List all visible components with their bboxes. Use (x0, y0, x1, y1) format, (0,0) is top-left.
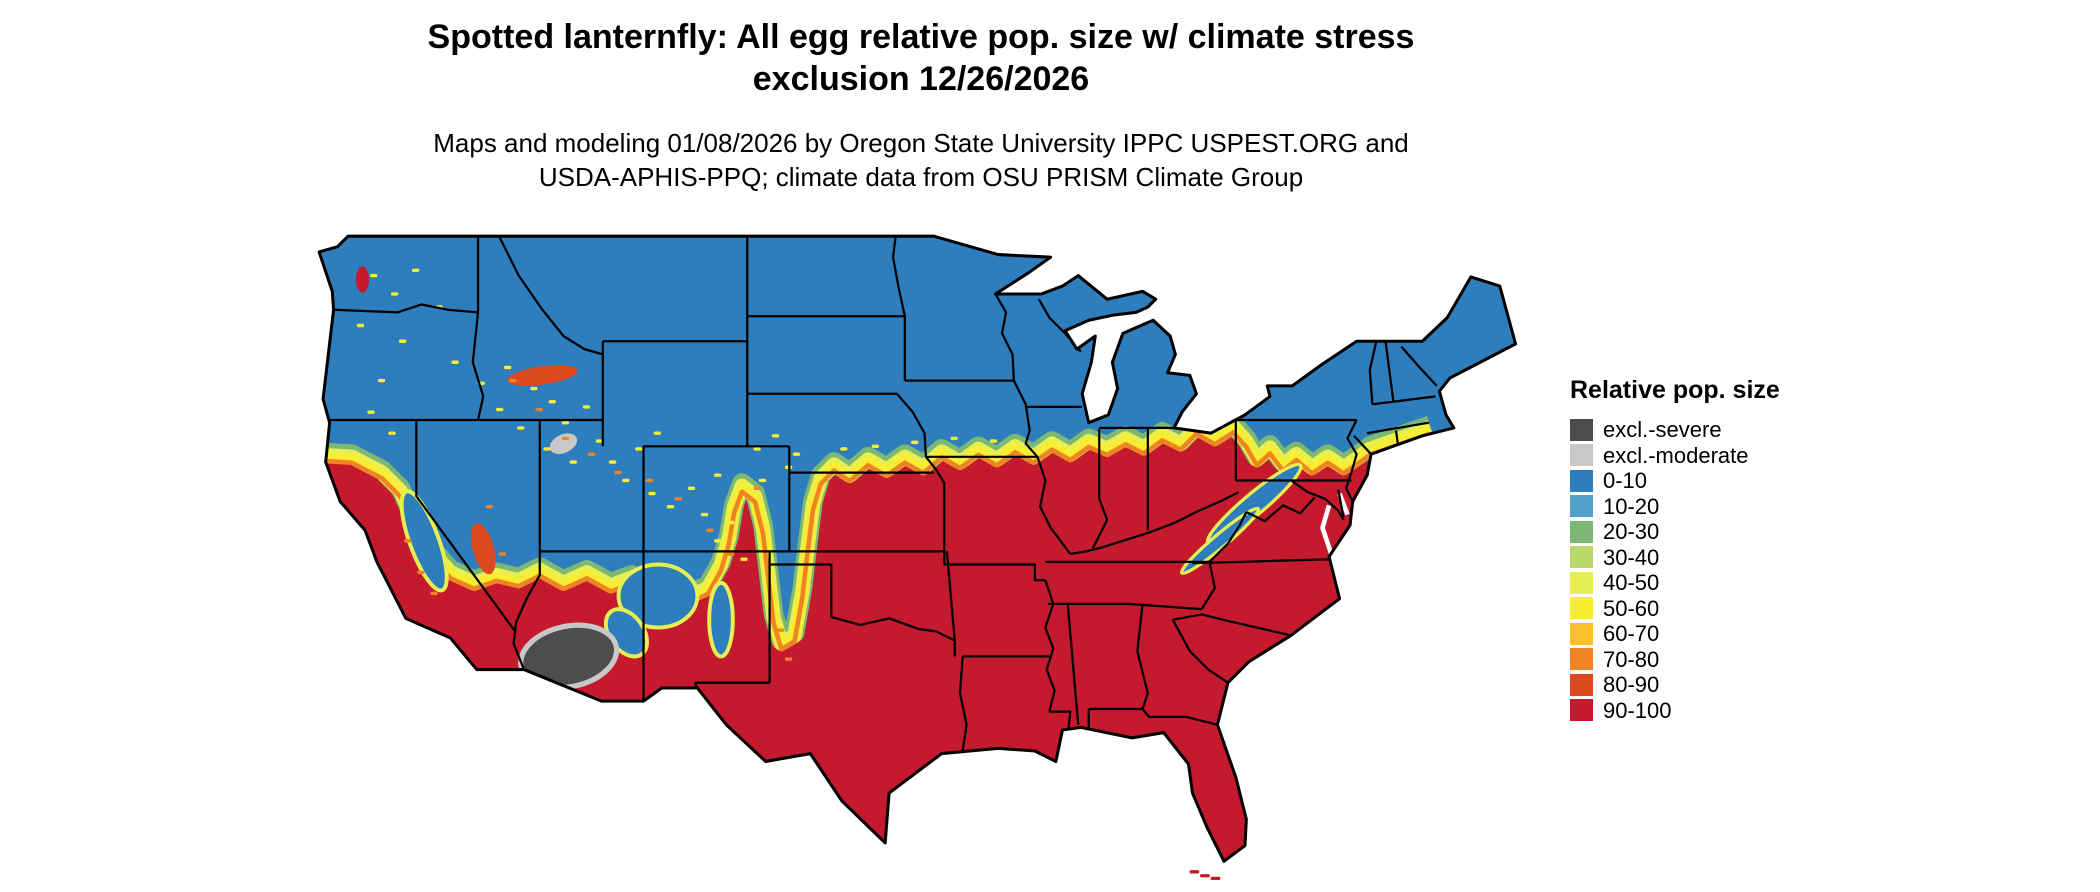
legend-swatch (1570, 597, 1593, 620)
blue-patch-colorado-plateau (616, 562, 700, 630)
legend-item: 0-10 (1570, 468, 1870, 494)
legend-item: 10-20 (1570, 494, 1870, 520)
legend-items: excl.-severe excl.-moderate 0-10 10-20 2… (1570, 417, 1870, 723)
legend-item: 90-100 (1570, 698, 1870, 724)
legend-swatch (1570, 648, 1593, 671)
legend-swatch (1570, 418, 1593, 441)
legend-swatch (1570, 495, 1593, 518)
speckles-orange (404, 378, 793, 661)
legend-swatch (1570, 546, 1593, 569)
map-title-line2: exclusion 12/26/2026 (752, 60, 1090, 98)
blue-patch-sierra-nevada (399, 489, 449, 593)
legend-swatch (1570, 673, 1593, 696)
legend-item: 50-60 (1570, 596, 1870, 622)
legend-swatch (1570, 571, 1593, 594)
legend-swatch (1570, 520, 1593, 543)
legend-item: 30-40 (1570, 545, 1870, 571)
map-fill-layers (319, 236, 1516, 862)
legend: Relative pop. size excl.-severe excl.-mo… (1570, 376, 1870, 723)
legend-label: 10-20 (1603, 493, 1660, 519)
map-title: Spotted lanternfly: All egg relative pop… (428, 16, 1415, 100)
red-patch-snake-river-plain (507, 365, 578, 386)
legend-item: 70-80 (1570, 647, 1870, 673)
legend-item: 80-90 (1570, 672, 1870, 698)
legend-swatch (1570, 444, 1593, 467)
legend-label: 30-40 (1603, 544, 1660, 570)
legend-label: 50-60 (1603, 595, 1660, 621)
legend-title: Relative pop. size (1570, 376, 1780, 404)
legend-label: 70-80 (1603, 646, 1660, 672)
legend-swatch (1570, 699, 1593, 722)
legend-swatch (1570, 469, 1593, 492)
blue-patch-new-mexico-mountains (707, 580, 735, 659)
us-map-svg (317, 234, 1518, 881)
legend-swatch (1570, 622, 1593, 645)
legend-label: 90-100 (1603, 697, 1672, 723)
legend-item: 40-50 (1570, 570, 1870, 596)
legend-item: excl.-severe (1570, 417, 1870, 443)
speckles-yellow (356, 268, 998, 561)
chesapeake-bay-water (1320, 492, 1350, 557)
map-subtitle-line1: Maps and modeling 01/08/2026 by Oregon S… (433, 128, 1409, 158)
legend-label: 80-90 (1603, 672, 1660, 698)
legend-label: excl.-moderate (1603, 442, 1749, 468)
florida-keys-specks (1189, 870, 1221, 881)
red-patch-puget-lowland (355, 266, 370, 293)
legend-item: 60-70 (1570, 621, 1870, 647)
legend-label: 40-50 (1603, 570, 1660, 596)
map-subtitle: Maps and modeling 01/08/2026 by Oregon S… (428, 126, 1415, 194)
state-borders (329, 236, 1438, 752)
red-patch-west-nevada (471, 523, 496, 575)
legend-label: excl.-severe (1603, 417, 1722, 443)
map-title-line1: Spotted lanternfly: All egg relative pop… (427, 18, 1415, 56)
legend-label: 60-70 (1603, 621, 1660, 647)
legend-item: excl.-moderate (1570, 443, 1870, 469)
legend-label: 20-30 (1603, 519, 1660, 545)
legend-label: 0-10 (1603, 468, 1648, 494)
exclusion-severe-region (518, 622, 620, 691)
map-subtitle-line2: USDA-APHIS-PPQ; climate data from OSU PR… (538, 162, 1304, 192)
map-header: Spotted lanternfly: All egg relative pop… (428, 16, 1415, 194)
legend-item: 20-30 (1570, 519, 1870, 545)
us-population-map (306, 224, 1530, 884)
exclusion-moderate-great-salt-lake (549, 433, 578, 455)
